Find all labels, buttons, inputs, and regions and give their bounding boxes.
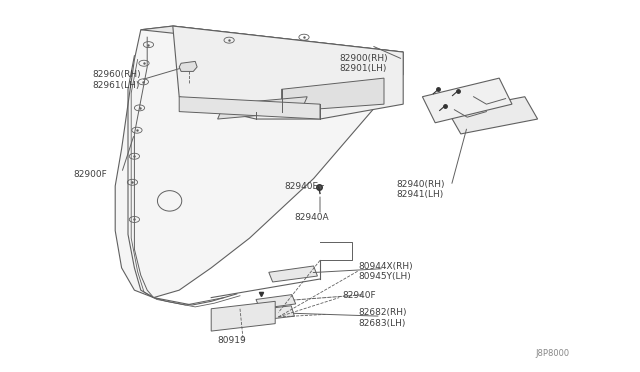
Polygon shape — [250, 306, 294, 321]
Text: 82960(RH)
82961(LH): 82960(RH) 82961(LH) — [93, 70, 141, 90]
Text: 82900F: 82900F — [74, 170, 108, 179]
Polygon shape — [269, 266, 317, 282]
Text: 80944X(RH)
80945Y(LH): 80944X(RH) 80945Y(LH) — [358, 262, 413, 281]
Polygon shape — [115, 26, 403, 298]
Text: 82682(RH)
82683(LH): 82682(RH) 82683(LH) — [358, 308, 407, 328]
Polygon shape — [179, 97, 320, 119]
Polygon shape — [173, 26, 403, 119]
Text: 80919: 80919 — [218, 336, 246, 345]
Text: 82940F: 82940F — [342, 291, 376, 300]
Text: 82900(RH)
82901(LH): 82900(RH) 82901(LH) — [339, 54, 388, 73]
Polygon shape — [141, 26, 403, 56]
Text: 82940(RH)
82941(LH): 82940(RH) 82941(LH) — [397, 180, 445, 199]
Polygon shape — [282, 78, 384, 112]
Polygon shape — [422, 78, 512, 123]
Text: 82940E: 82940E — [285, 182, 319, 190]
Text: J8P8000: J8P8000 — [536, 349, 570, 358]
Polygon shape — [218, 97, 307, 119]
Polygon shape — [448, 97, 538, 134]
Polygon shape — [211, 301, 275, 331]
Polygon shape — [179, 61, 197, 71]
Polygon shape — [256, 295, 296, 309]
Text: 82940A: 82940A — [294, 213, 329, 222]
